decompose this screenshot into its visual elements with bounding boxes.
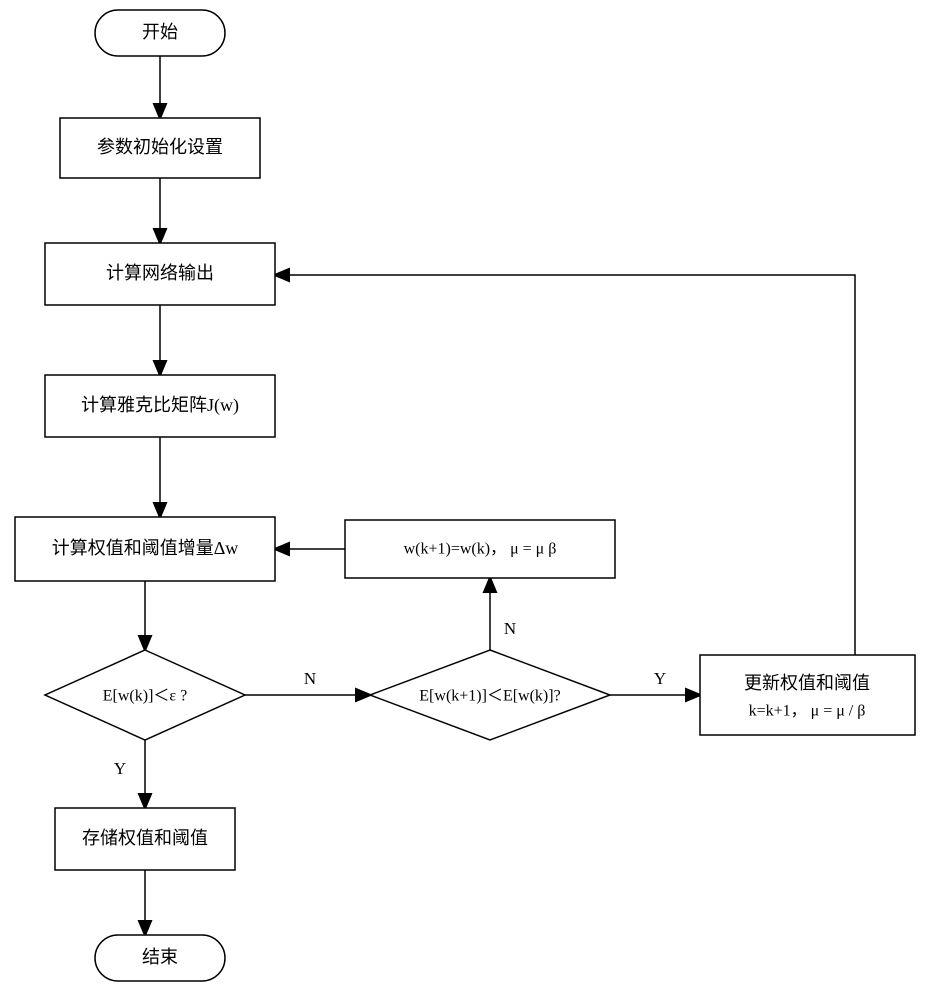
node-delta-w: 计算权值和阈值增量Δw: [15, 517, 275, 581]
edges: N Y N Y: [114, 56, 855, 935]
label-end: 结束: [142, 947, 178, 967]
edge-label-y1: Y: [654, 669, 666, 688]
node-store: 存储权值和阈值: [55, 808, 235, 870]
node-end: 结束: [95, 935, 225, 981]
label-calc-out: 计算网络输出: [106, 263, 214, 283]
flowchart-canvas: N Y N Y 开始 参数初始化设置 计算网络输出 计算雅克比矩阵J(w) 计算…: [0, 0, 935, 1000]
label-jacobian: 计算雅克比矩阵J(w): [81, 395, 239, 416]
node-reset: w(k+1)=w(k)， μ = μ β: [345, 520, 615, 578]
node-calc-out: 计算网络输出: [45, 243, 275, 305]
label-store: 存储权值和阈值: [82, 828, 208, 848]
label-start: 开始: [142, 22, 178, 42]
label-update-l1: 更新权值和阈值: [744, 673, 870, 693]
node-dec2: E[w(k+1)]＜E[w(k)]?: [370, 650, 610, 740]
node-jacobian: 计算雅克比矩阵J(w): [45, 375, 275, 437]
label-update-l2: k=k+1， μ = μ / β: [749, 703, 866, 720]
label-reset: w(k+1)=w(k)， μ = μ β: [404, 541, 557, 558]
node-init: 参数初始化设置: [60, 118, 260, 178]
edge-update-calcout: [275, 275, 855, 655]
node-update: 更新权值和阈值 k=k+1， μ = μ / β: [700, 655, 915, 735]
label-dec1: E[w(k)]＜ε ?: [103, 688, 187, 705]
edge-label-y2: Y: [114, 759, 126, 778]
node-dec1: E[w(k)]＜ε ?: [45, 650, 245, 740]
label-init: 参数初始化设置: [97, 137, 223, 157]
node-start: 开始: [95, 10, 225, 56]
label-dec2: E[w(k+1)]＜E[w(k)]?: [419, 688, 560, 705]
edge-label-n2: N: [504, 619, 516, 638]
edge-label-n1: N: [304, 669, 316, 688]
label-delta-w: 计算权值和阈值增量Δw: [52, 538, 239, 558]
